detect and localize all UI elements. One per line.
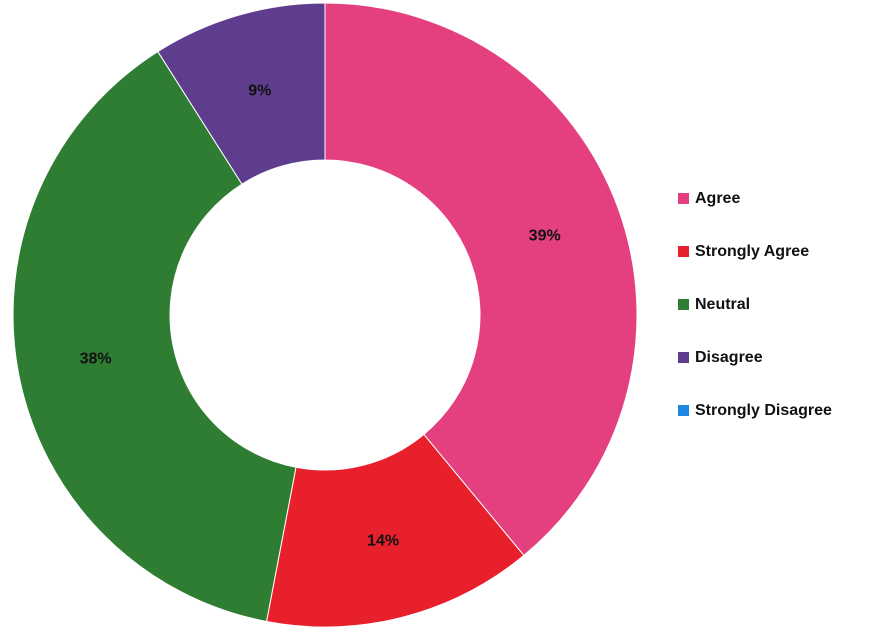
slice-label-agree: 39% xyxy=(529,227,561,244)
legend-label: Neutral xyxy=(695,295,751,313)
slice-label-disagree: 9% xyxy=(248,82,271,99)
legend-label: Strongly Disagree xyxy=(695,401,832,419)
legend-item-neutral: Neutral xyxy=(678,278,832,331)
legend-swatch xyxy=(678,193,689,204)
legend-item-strongly-disagree: Strongly Disagree xyxy=(678,384,832,437)
legend-label: Disagree xyxy=(695,348,763,366)
slice-label-neutral: 38% xyxy=(80,350,112,367)
legend-swatch xyxy=(678,299,689,310)
slice-neutral xyxy=(12,50,297,623)
slice-label-strongly-agree: 14% xyxy=(367,533,399,550)
slice-agree xyxy=(324,2,638,557)
legend-item-disagree: Disagree xyxy=(678,331,832,384)
legend-swatch xyxy=(678,246,689,257)
legend-item-agree: Agree xyxy=(678,172,832,225)
chart-legend: Agree Strongly Agree Neutral Disagree Strong… xyxy=(678,172,832,437)
slice-strongly-agree xyxy=(265,433,525,628)
legend-item-strongly-agree: Strongly Agree xyxy=(678,225,832,278)
legend-label: Agree xyxy=(695,189,741,207)
legend-swatch xyxy=(678,405,689,416)
legend-swatch xyxy=(678,352,689,363)
slice-disagree xyxy=(157,2,326,185)
legend-label: Strongly Agree xyxy=(695,242,810,260)
